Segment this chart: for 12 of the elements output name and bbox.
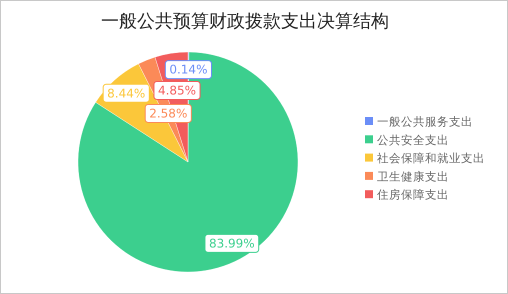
legend-label: 一般公共服务支出 <box>377 114 473 128</box>
data-label: 2.58% <box>149 106 188 120</box>
legend-label: 公共安全支出 <box>377 132 449 147</box>
data-label: 0.14% <box>169 62 208 77</box>
legend-label: 住房保障支出 <box>376 188 449 202</box>
legend-label: 社会保障和就业支出 <box>377 151 485 166</box>
pie-slice <box>78 52 298 272</box>
chart-title: 一般公共预算财政拨款支出决算结构 <box>101 11 389 32</box>
data-label: 83.99% <box>208 236 255 250</box>
legend-label: 卫生健康支出 <box>377 169 449 184</box>
data-label: 4.85% <box>158 83 196 98</box>
data-label: 8.44% <box>107 86 146 100</box>
